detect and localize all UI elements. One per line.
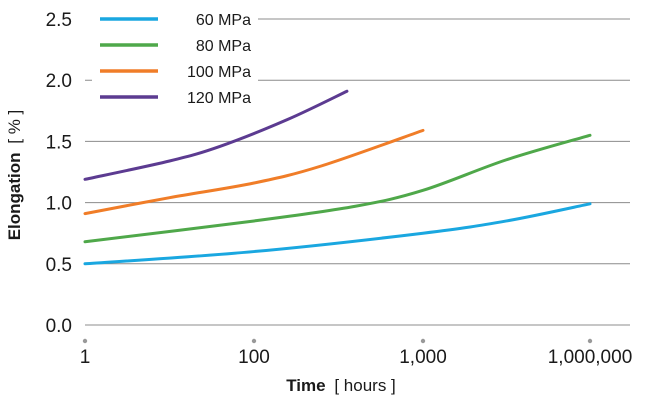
x-tick-label: 1,000 xyxy=(399,347,447,368)
x-tick-labels: 1 100 1,000 1,000,000 xyxy=(80,338,633,368)
x-tick-mark xyxy=(587,338,593,344)
series-lines xyxy=(83,89,592,266)
x-tick-label: 100 xyxy=(238,347,270,368)
x-tick-mark xyxy=(82,338,88,344)
x-axis-title-bold: Time xyxy=(286,376,325,395)
y-tick-label: 2.0 xyxy=(46,71,72,92)
y-tick-label: 1.5 xyxy=(46,132,72,153)
x-axis-title: Time [ hours ] xyxy=(286,376,396,395)
legend: 60 MPa 80 MPa 100 MPa 120 MPa xyxy=(92,4,258,107)
x-tick-label: 1,000,000 xyxy=(548,347,633,368)
series-line xyxy=(83,128,425,216)
y-axis-title-unit: [ % ] xyxy=(5,110,24,144)
series-line xyxy=(83,89,349,181)
y-tick-labels: 0.0 0.5 1.0 1.5 2.0 2.5 xyxy=(46,10,72,337)
y-tick-label: 1.0 xyxy=(46,194,72,215)
series-line xyxy=(83,133,592,244)
legend-label: 60 MPa xyxy=(196,12,251,29)
y-axis-title: Elongation [ % ] xyxy=(5,110,24,241)
x-tick-mark xyxy=(251,338,257,344)
y-axis-title-bold: Elongation xyxy=(5,152,24,240)
x-tick-mark xyxy=(420,338,426,344)
y-tick-label: 0.5 xyxy=(46,255,72,276)
series-line xyxy=(83,202,592,266)
y-tick-label: 2.5 xyxy=(46,10,72,31)
x-axis-title-unit: [ hours ] xyxy=(334,376,395,395)
y-tick-label: 0.0 xyxy=(46,316,72,337)
legend-label: 100 MPa xyxy=(187,64,251,81)
legend-label: 80 MPa xyxy=(196,38,251,55)
x-tick-label: 1 xyxy=(80,347,91,368)
legend-label: 120 MPa xyxy=(187,90,251,107)
